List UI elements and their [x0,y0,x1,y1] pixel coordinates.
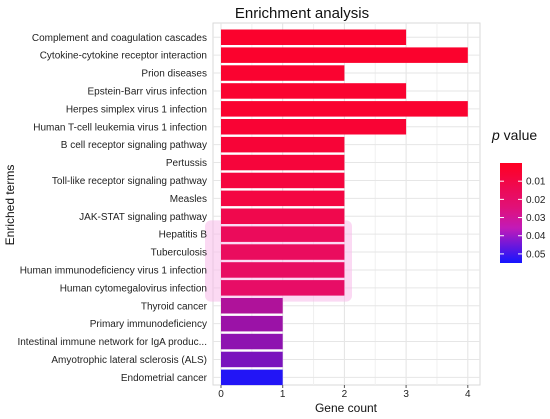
p-value-legend: p value 0.01 0.02 0.03 0.04 0.05 [491,127,546,263]
x-tick-label: 2 [342,389,348,400]
bar [221,172,345,189]
legend-title: p value [491,127,537,143]
y-tick-label: Prion diseases [141,69,207,80]
bar [221,369,283,386]
bar [221,101,468,117]
bar [221,29,407,45]
bar [221,315,283,332]
y-tick-label: Herpes simplex virus 1 infection [66,104,207,115]
bar [221,351,283,368]
y-tick-label: Human cytomegalovirus infection [60,283,207,294]
y-tick-labels: Complement and coagulation cascades Cytok… [17,33,207,384]
legend-title-rest: value [500,127,538,143]
y-tick-label: Tuberculosis [151,248,207,259]
y-axis-title: Enriched terms [3,165,17,246]
y-tick-label: Complement and coagulation cascades [32,33,207,44]
y-tick-label: Intestinal immune network for IgA produc… [17,337,207,348]
bar [221,262,345,278]
bars [221,29,468,386]
y-tick-label: Cytokine-cytokine receptor interaction [40,51,207,62]
legend-title-italic: p [491,127,500,143]
legend-colorbar [500,163,522,263]
y-tick-label: Human T-cell leukemia virus 1 infection [33,122,207,133]
y-tick-label: Epstein-Barr virus infection [88,86,208,97]
x-tick-label: 4 [465,389,471,400]
legend-tick-label: 0.05 [526,249,546,260]
y-tick-label: JAK-STAT signaling pathway [79,212,207,223]
bar [221,47,468,63]
bar [221,83,407,99]
y-tick-label: B cell receptor signaling pathway [61,140,207,151]
y-tick-label: Measles [170,194,207,205]
bar [221,280,345,296]
legend-tick-label: 0.04 [526,231,546,242]
bar [221,154,345,171]
x-tick-label: 1 [280,389,286,400]
legend-tick-label: 0.01 [526,177,546,188]
bar [221,298,283,314]
y-tick-label: Thyroid cancer [141,301,208,312]
bar [221,244,345,260]
bar [221,226,345,242]
y-tick-label: Pertussis [166,158,207,169]
y-tick-label: Toll-like receptor signaling pathway [52,176,207,187]
bar [221,119,407,135]
legend-tick-label: 0.02 [526,195,546,206]
bar [221,190,345,207]
y-tick-label: Primary immunodeficiency [90,319,207,330]
y-tick-label: Amyotrophic lateral sclerosis (ALS) [51,355,207,366]
x-axis-title: Gene count [315,401,378,415]
chart-title: Enrichment analysis [235,5,369,22]
bar [221,136,345,153]
y-tick-label: Endometrial cancer [121,373,208,384]
legend-ticks: 0.01 0.02 0.03 0.04 0.05 [500,177,546,260]
y-tick-label: Hepatitis B [159,230,208,241]
bar [221,208,345,224]
bar [221,65,345,81]
x-tick-label: 3 [403,389,409,400]
legend-tick-label: 0.03 [526,213,546,224]
x-tick-label: 0 [218,389,224,400]
bar [221,333,283,350]
y-tick-label: Human immunodeficiency virus 1 infection [20,265,207,276]
x-tick-labels: 0 1 2 3 4 [218,385,471,400]
